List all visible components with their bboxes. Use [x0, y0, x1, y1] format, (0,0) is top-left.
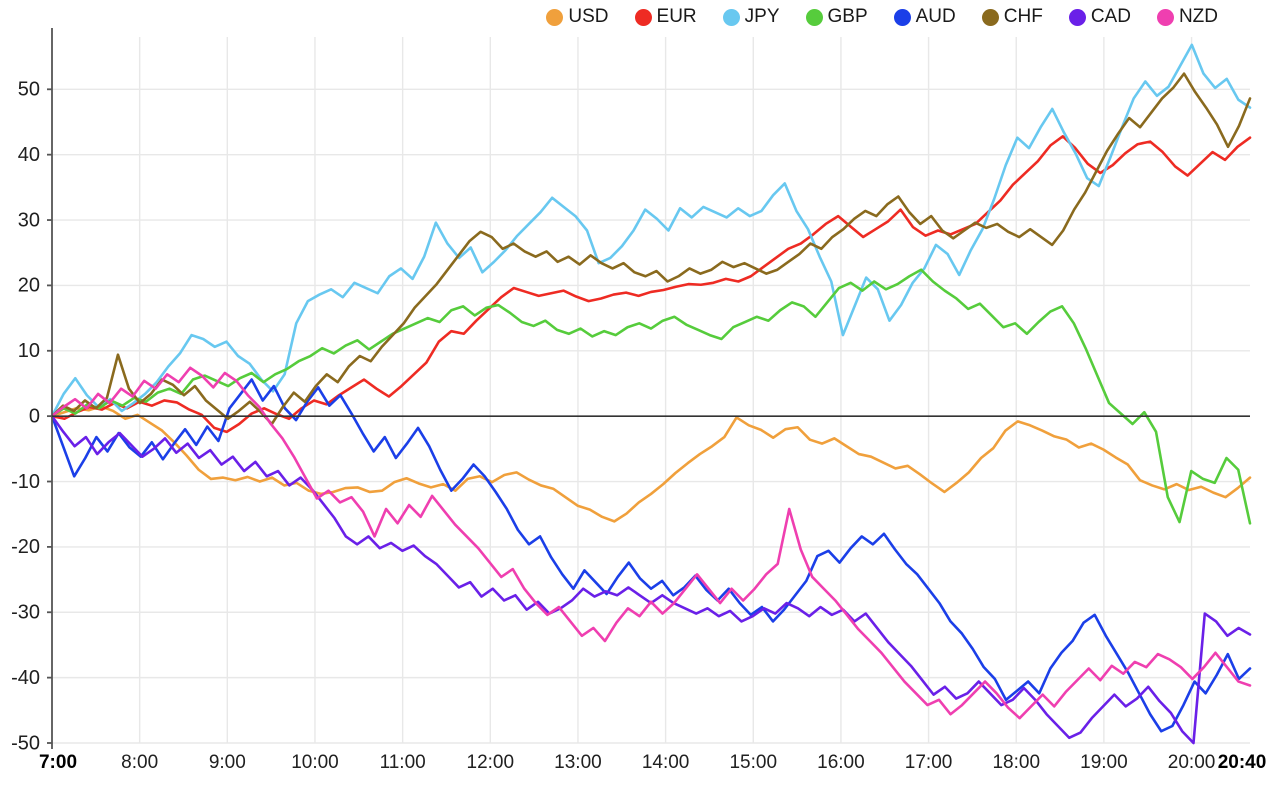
x-tick-label: 18:00	[992, 752, 1040, 773]
series-line-chf	[50, 72, 1252, 426]
x-tick-label: 15:00	[729, 752, 777, 773]
legend-item-cad[interactable]: CAD	[1068, 6, 1131, 28]
legend-label: CAD	[1090, 6, 1131, 27]
y-tick-label: 40	[18, 144, 40, 166]
series-line-nzd	[50, 366, 1252, 720]
x-tick-label: 20:00	[1168, 752, 1216, 773]
series-group	[50, 43, 1252, 745]
y-tick-label: -10	[11, 471, 40, 493]
circle-swatch-icon	[1156, 8, 1174, 26]
y-tick-label: -40	[11, 667, 40, 689]
circle-swatch-icon	[634, 8, 652, 26]
legend-label: NZD	[1178, 6, 1218, 27]
series-line-cad	[50, 414, 1252, 745]
y-tick-label: 30	[18, 209, 40, 231]
legend-item-eur[interactable]: EUR	[634, 6, 697, 28]
legend-item-gbp[interactable]: GBP	[805, 6, 868, 28]
axis-group	[47, 28, 1250, 749]
x-tick-label: 11:00	[380, 752, 426, 773]
series-line-eur	[50, 135, 1252, 434]
legend-label: USD	[568, 6, 609, 27]
y-tick-label: 0	[29, 405, 40, 427]
chart-legend: USD EUR JPY GBP AUD CHF CAD NZD	[0, 0, 1280, 34]
x-axis-labels: 7:00 8:00 9:00 10:00 11:00 12:00 13:00 14:00 15:…	[39, 752, 1266, 773]
x-tick-label: 7:00	[39, 752, 77, 773]
series-line-aud	[50, 378, 1252, 733]
x-tick-label: 17:00	[905, 752, 953, 773]
circle-swatch-icon	[722, 8, 740, 26]
x-tick-label: 20:40	[1218, 752, 1267, 773]
legend-label: JPY	[744, 6, 780, 27]
x-tick-label: 13:00	[554, 752, 602, 773]
y-tick-label: 20	[18, 275, 40, 297]
grid-group	[52, 37, 1250, 744]
legend-item-aud[interactable]: AUD	[893, 6, 956, 28]
x-tick-label: 9:00	[209, 752, 246, 773]
series-line-gbp	[50, 268, 1252, 525]
legend-label: GBP	[827, 6, 868, 27]
legend-label: EUR	[656, 6, 697, 27]
legend-item-chf[interactable]: CHF	[981, 6, 1043, 28]
x-tick-label: 16:00	[817, 752, 865, 773]
y-tick-label: 50	[18, 79, 40, 101]
y-tick-label: -20	[11, 536, 40, 558]
legend-item-jpy[interactable]: JPY	[722, 6, 780, 28]
x-tick-label: 12:00	[467, 752, 515, 773]
x-tick-label: 10:00	[291, 752, 339, 773]
circle-swatch-icon	[893, 8, 911, 26]
y-tick-label: -50	[11, 732, 40, 754]
legend-label: AUD	[915, 6, 956, 27]
y-tick-label: 10	[18, 340, 40, 362]
y-tick-label: -30	[11, 602, 40, 624]
circle-swatch-icon	[981, 8, 999, 26]
circle-swatch-icon	[805, 8, 823, 26]
series-line-usd	[50, 405, 1252, 523]
x-tick-label: 19:00	[1080, 752, 1128, 773]
y-axis-labels: 50 40 30 20 10 0 -10 -20 -30 -40 -50	[11, 79, 40, 755]
legend-item-nzd[interactable]: NZD	[1156, 6, 1218, 28]
circle-swatch-icon	[546, 8, 564, 26]
x-tick-label: 8:00	[121, 752, 158, 773]
x-tick-label: 14:00	[642, 752, 690, 773]
legend-item-usd[interactable]: USD	[546, 6, 609, 28]
series-line-jpy	[50, 43, 1252, 418]
circle-swatch-icon	[1068, 8, 1086, 26]
legend-label: CHF	[1003, 6, 1043, 27]
